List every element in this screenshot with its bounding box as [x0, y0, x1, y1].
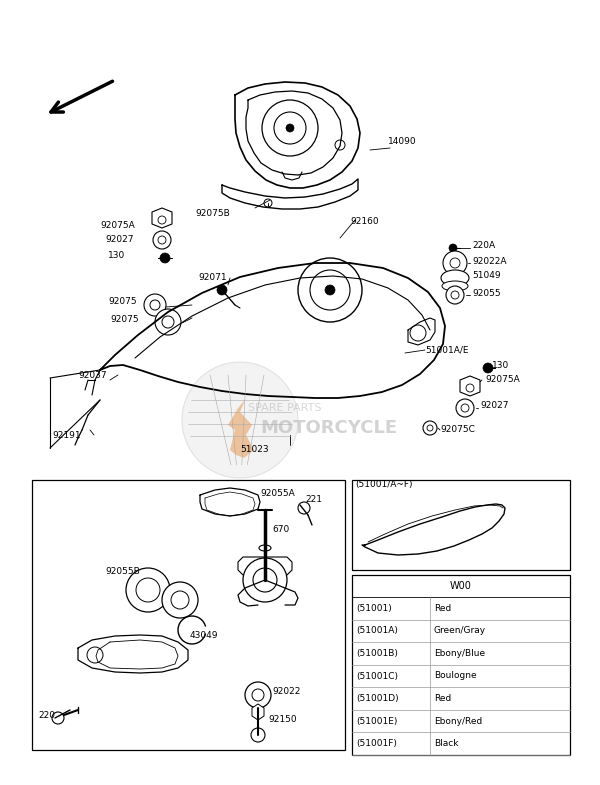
Bar: [352, 480, 570, 570]
Bar: [352, 575, 570, 597]
Text: (51001): (51001): [356, 604, 392, 613]
Text: 92160: 92160: [350, 217, 379, 227]
Text: 92075B: 92075B: [195, 209, 230, 217]
Polygon shape: [152, 208, 172, 228]
Circle shape: [150, 300, 160, 310]
Text: 92075: 92075: [108, 298, 137, 306]
Circle shape: [217, 285, 227, 295]
Text: 221: 221: [305, 495, 322, 505]
Text: 92022A: 92022A: [472, 257, 506, 265]
Circle shape: [160, 253, 170, 263]
Circle shape: [162, 582, 198, 618]
Text: 43049: 43049: [190, 630, 218, 640]
Text: 92075A: 92075A: [485, 375, 520, 385]
Circle shape: [298, 258, 362, 322]
Circle shape: [52, 712, 64, 724]
Circle shape: [155, 309, 181, 335]
Circle shape: [286, 124, 294, 132]
Polygon shape: [228, 400, 254, 458]
Ellipse shape: [441, 270, 469, 286]
Circle shape: [310, 270, 350, 310]
Text: 92055A: 92055A: [260, 488, 295, 498]
Text: Black: Black: [434, 739, 458, 748]
Text: Boulogne: Boulogne: [434, 671, 476, 681]
Text: SPARE PARTS: SPARE PARTS: [248, 403, 322, 413]
Text: 92055B: 92055B: [105, 568, 140, 576]
Bar: [352, 575, 570, 755]
Text: 670: 670: [272, 525, 289, 535]
Circle shape: [423, 421, 437, 435]
Text: 220: 220: [38, 710, 55, 720]
Text: 92037: 92037: [78, 371, 107, 379]
Text: Red: Red: [434, 604, 451, 613]
Text: 130: 130: [492, 360, 509, 370]
Text: 92027: 92027: [105, 236, 133, 244]
Text: (51001C): (51001C): [356, 671, 398, 681]
Text: 220A: 220A: [472, 240, 495, 250]
Text: 51001A/E: 51001A/E: [425, 345, 469, 355]
Circle shape: [153, 231, 171, 249]
Circle shape: [262, 100, 318, 156]
Polygon shape: [460, 376, 480, 396]
Text: Green/Gray: Green/Gray: [434, 626, 486, 635]
Polygon shape: [252, 704, 264, 720]
Text: MOTORCYCLE: MOTORCYCLE: [260, 419, 397, 437]
Circle shape: [158, 216, 166, 224]
Text: 92191: 92191: [52, 430, 80, 440]
Circle shape: [451, 291, 459, 299]
Ellipse shape: [442, 281, 468, 291]
Circle shape: [446, 286, 464, 304]
Text: 92071: 92071: [198, 273, 227, 283]
Text: W00: W00: [450, 581, 472, 591]
Circle shape: [274, 112, 306, 144]
Circle shape: [136, 578, 160, 602]
Bar: [32, 480, 345, 750]
Circle shape: [456, 399, 474, 417]
Text: 92075: 92075: [110, 316, 139, 324]
Text: (51001F): (51001F): [356, 739, 397, 748]
Circle shape: [335, 140, 345, 150]
Text: 51049: 51049: [472, 272, 500, 280]
Circle shape: [443, 251, 467, 275]
Text: 92075A: 92075A: [100, 221, 135, 229]
Text: (51001/A~F): (51001/A~F): [355, 480, 413, 488]
Circle shape: [182, 362, 298, 478]
Text: 92150: 92150: [268, 715, 296, 725]
Circle shape: [449, 244, 457, 252]
Circle shape: [427, 425, 433, 431]
Text: (51001B): (51001B): [356, 649, 398, 658]
Text: (51001E): (51001E): [356, 717, 397, 725]
Circle shape: [450, 258, 460, 268]
Text: 130: 130: [108, 250, 125, 260]
Circle shape: [410, 325, 426, 341]
Text: (51001D): (51001D): [356, 694, 398, 703]
Text: 14090: 14090: [388, 137, 416, 147]
Circle shape: [264, 199, 272, 207]
Circle shape: [466, 384, 474, 392]
Text: 51023: 51023: [240, 446, 269, 455]
Circle shape: [253, 568, 277, 592]
Circle shape: [251, 728, 265, 742]
Circle shape: [158, 236, 166, 244]
Circle shape: [325, 285, 335, 295]
Circle shape: [162, 316, 174, 328]
Text: 92075C: 92075C: [440, 425, 475, 435]
Circle shape: [243, 558, 287, 602]
Circle shape: [245, 682, 271, 708]
Text: 92055: 92055: [472, 289, 500, 298]
Circle shape: [87, 647, 103, 663]
Text: Ebony/Red: Ebony/Red: [434, 717, 482, 725]
Circle shape: [171, 591, 189, 609]
Circle shape: [126, 568, 170, 612]
Text: (51001A): (51001A): [356, 626, 398, 635]
Circle shape: [461, 404, 469, 412]
Circle shape: [298, 502, 310, 514]
Text: Ebony/Blue: Ebony/Blue: [434, 649, 485, 658]
Circle shape: [144, 294, 166, 316]
Circle shape: [252, 689, 264, 701]
Text: 92027: 92027: [480, 401, 509, 411]
Text: Red: Red: [434, 694, 451, 703]
Circle shape: [483, 363, 493, 373]
Text: 92022: 92022: [272, 688, 301, 696]
